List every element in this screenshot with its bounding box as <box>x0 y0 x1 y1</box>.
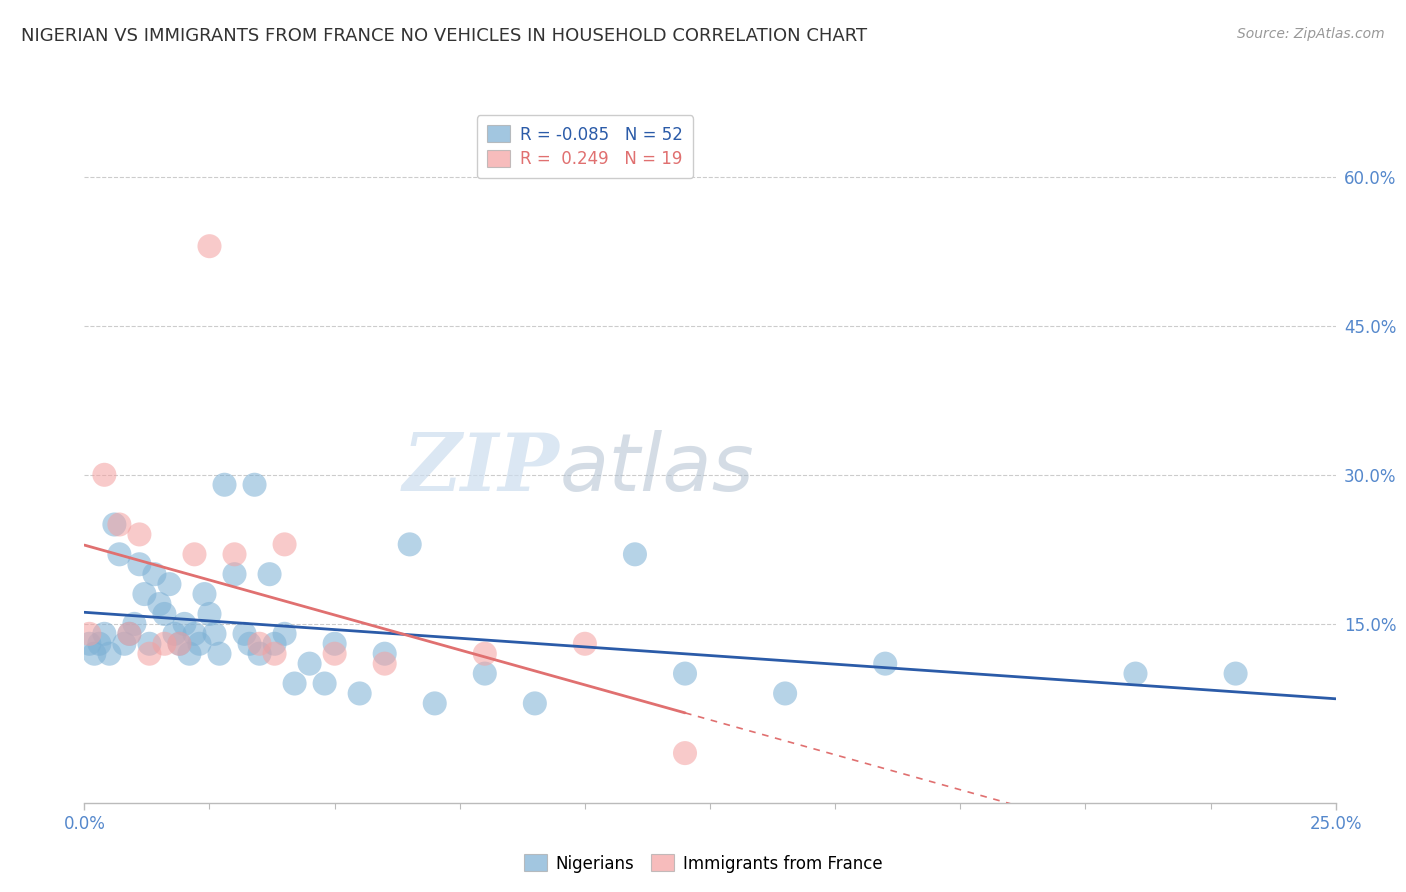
Point <box>374 647 396 661</box>
Point <box>128 527 150 541</box>
Point <box>179 647 201 661</box>
Point <box>169 637 191 651</box>
Point <box>153 607 176 621</box>
Point <box>138 637 160 651</box>
Point <box>208 647 231 661</box>
Point <box>188 637 211 651</box>
Point <box>153 637 176 651</box>
Point <box>93 627 115 641</box>
Text: atlas: atlas <box>560 430 755 508</box>
Point <box>173 616 195 631</box>
Point <box>323 647 346 661</box>
Point <box>108 517 131 532</box>
Point <box>224 547 246 561</box>
Text: NIGERIAN VS IMMIGRANTS FROM FRANCE NO VEHICLES IN HOUSEHOLD CORRELATION CHART: NIGERIAN VS IMMIGRANTS FROM FRANCE NO VE… <box>21 27 868 45</box>
Point <box>374 657 396 671</box>
Point <box>89 637 111 651</box>
Point <box>423 697 446 711</box>
Point <box>163 627 186 641</box>
Point <box>124 616 146 631</box>
Point <box>128 558 150 572</box>
Point <box>134 587 156 601</box>
Point <box>183 627 205 641</box>
Point <box>169 637 191 651</box>
Point <box>673 746 696 760</box>
Point <box>398 537 420 551</box>
Point <box>108 547 131 561</box>
Point <box>875 657 897 671</box>
Point <box>143 567 166 582</box>
Point <box>314 676 336 690</box>
Point <box>249 647 271 661</box>
Point <box>148 597 170 611</box>
Point <box>259 567 281 582</box>
Point <box>93 467 115 482</box>
Point <box>1125 666 1147 681</box>
Point <box>323 637 346 651</box>
Point <box>98 647 121 661</box>
Point <box>214 477 236 491</box>
Point <box>243 477 266 491</box>
Legend: Nigerians, Immigrants from France: Nigerians, Immigrants from France <box>517 847 889 880</box>
Point <box>249 637 271 651</box>
Point <box>224 567 246 582</box>
Point <box>103 517 125 532</box>
Point <box>112 637 135 651</box>
Point <box>198 239 221 253</box>
Point <box>118 627 141 641</box>
Point <box>284 676 307 690</box>
Point <box>1225 666 1247 681</box>
Point <box>263 647 285 661</box>
Point <box>298 657 321 671</box>
Point <box>183 547 205 561</box>
Point <box>204 627 226 641</box>
Point <box>523 697 546 711</box>
Text: ZIP: ZIP <box>404 430 560 508</box>
Legend: R = -0.085   N = 52, R =  0.249   N = 19: R = -0.085 N = 52, R = 0.249 N = 19 <box>477 115 693 178</box>
Text: Source: ZipAtlas.com: Source: ZipAtlas.com <box>1237 27 1385 41</box>
Point <box>263 637 285 651</box>
Point <box>273 627 295 641</box>
Point <box>198 607 221 621</box>
Point <box>273 537 295 551</box>
Point <box>159 577 181 591</box>
Point <box>474 666 496 681</box>
Point <box>79 637 101 651</box>
Point <box>238 637 260 651</box>
Point <box>624 547 647 561</box>
Point <box>118 627 141 641</box>
Point <box>574 637 596 651</box>
Point <box>673 666 696 681</box>
Point <box>138 647 160 661</box>
Point <box>773 686 796 700</box>
Point <box>193 587 215 601</box>
Point <box>79 627 101 641</box>
Point <box>83 647 105 661</box>
Point <box>474 647 496 661</box>
Point <box>349 686 371 700</box>
Point <box>233 627 256 641</box>
